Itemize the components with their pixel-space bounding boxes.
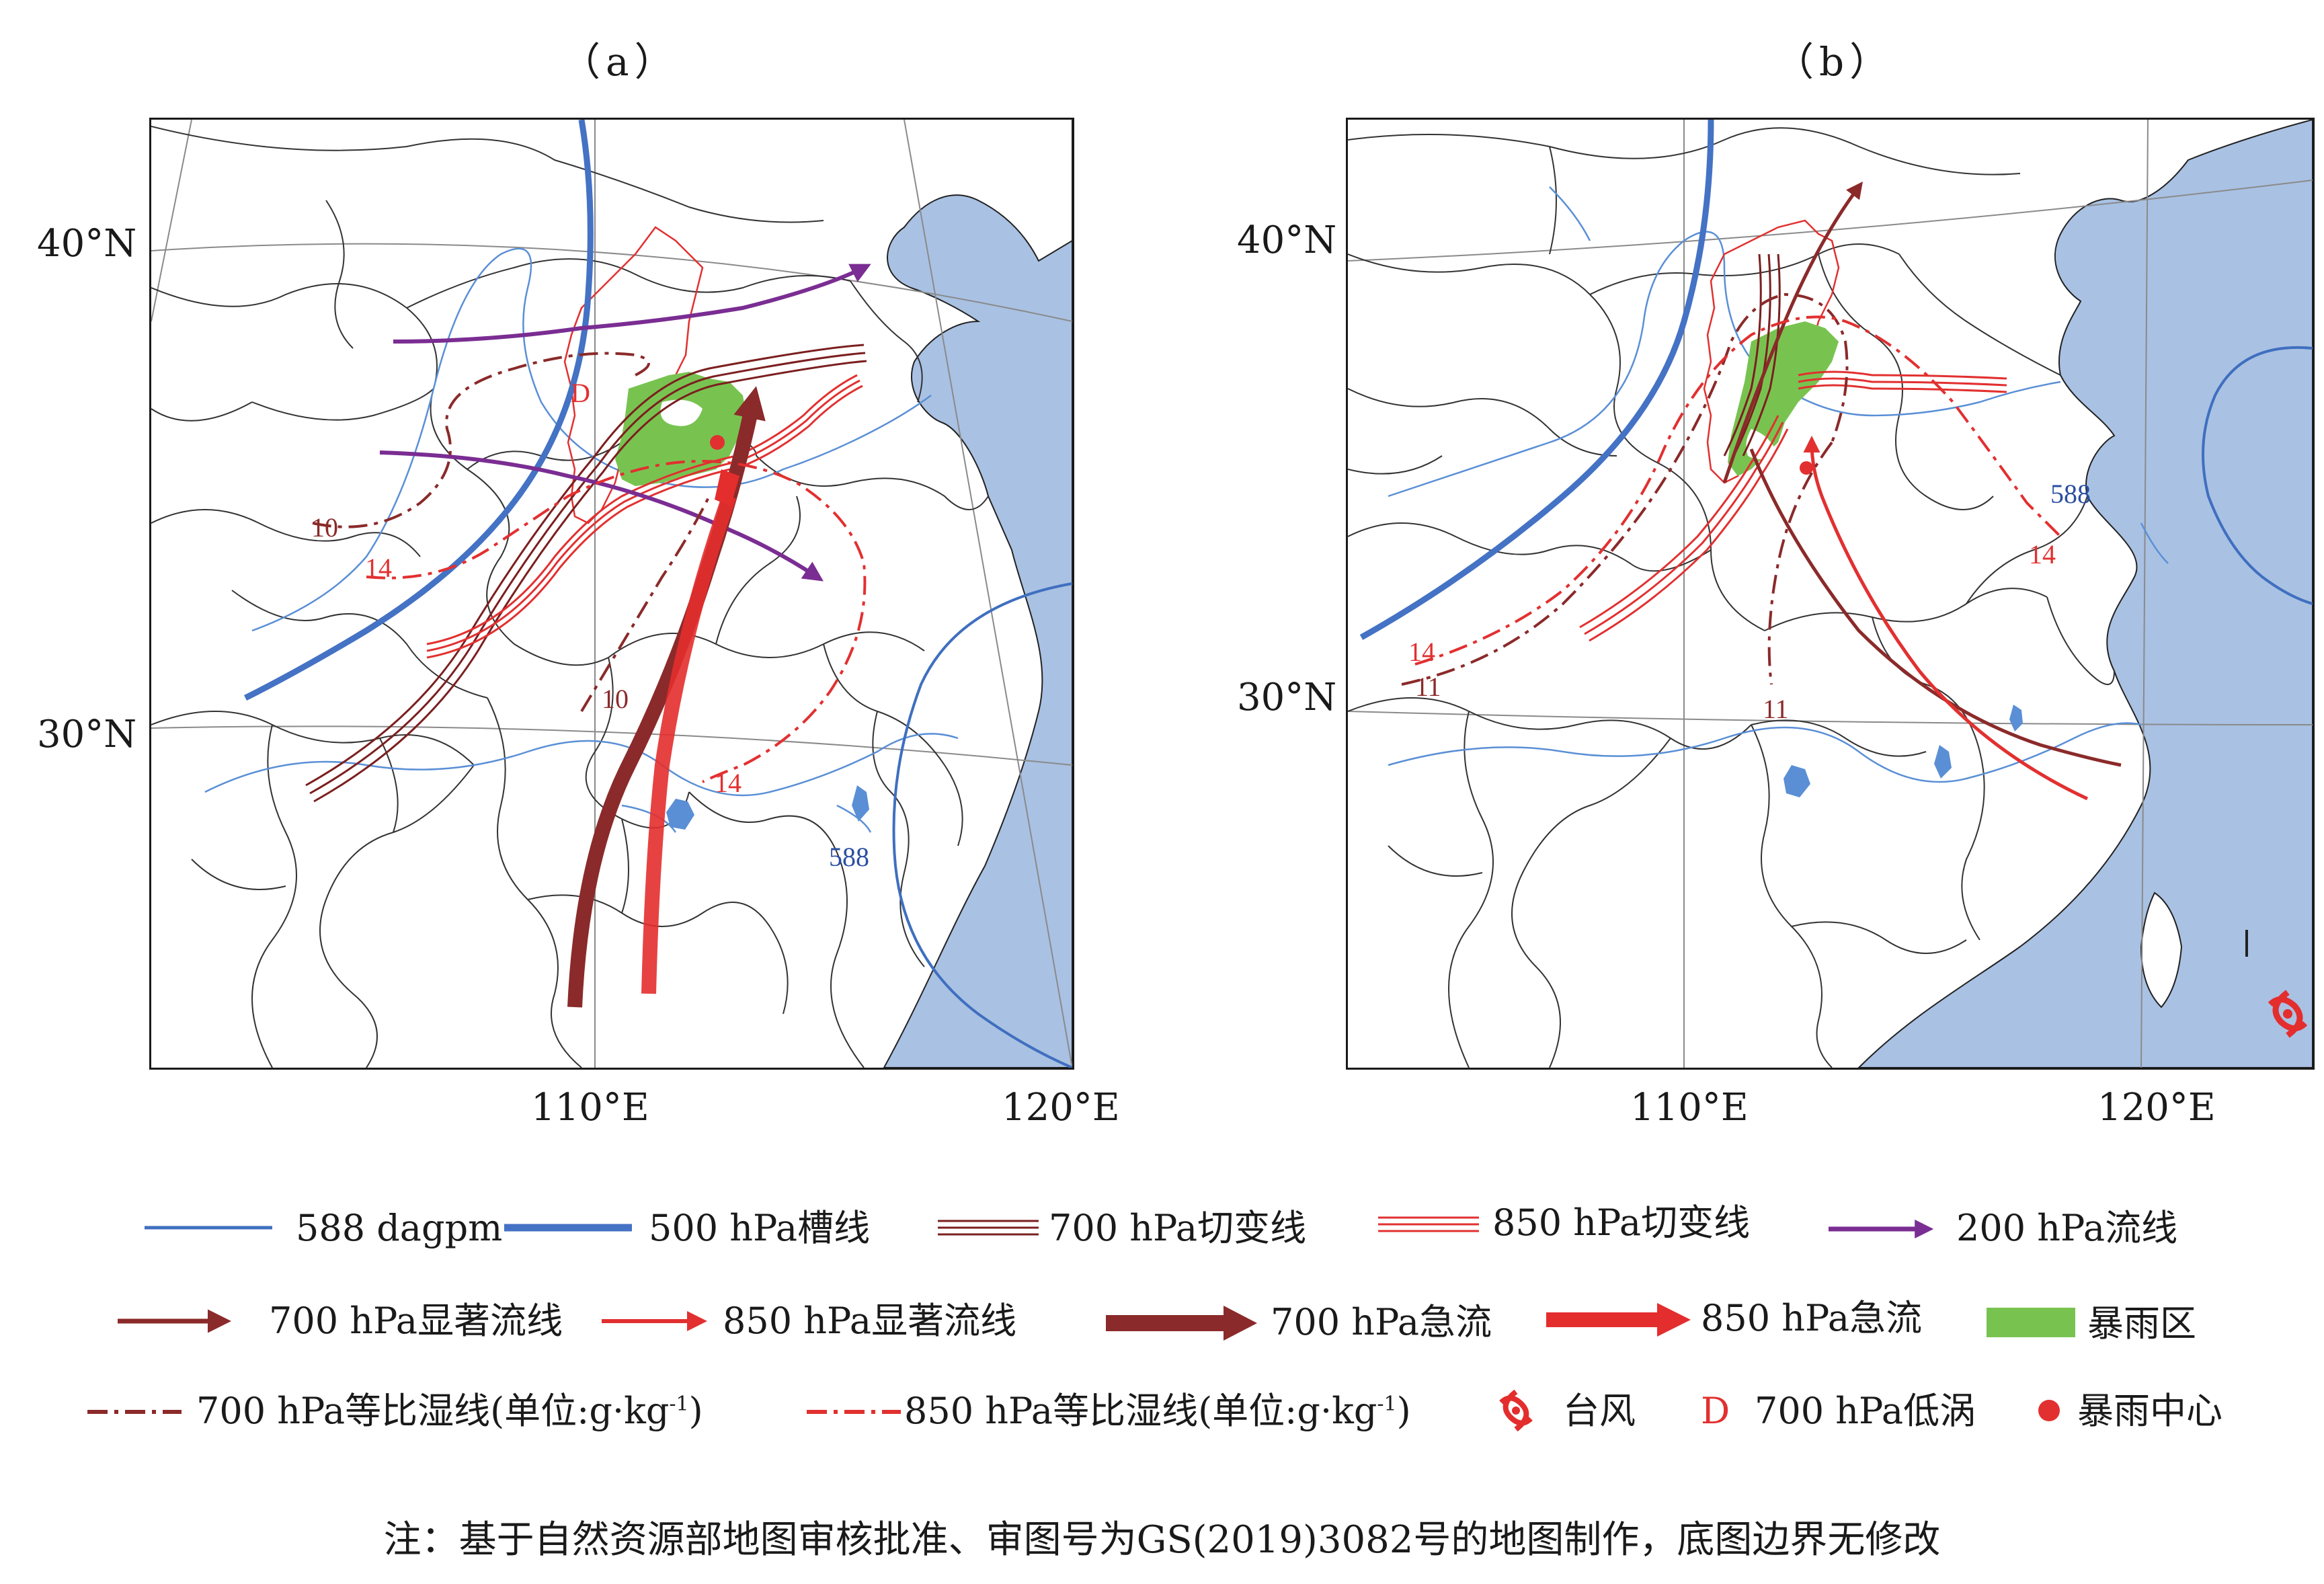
legend-swatch-rain [1987, 1308, 2075, 1337]
sig700-south-b [1749, 448, 2122, 767]
rain-center-b [1800, 461, 1813, 475]
lat-40-label-a: 40°N [37, 222, 137, 266]
legend-label-jet700: 700 hPa急流 [1271, 1301, 1492, 1343]
legend-label-trough500: 500 hPa槽线 [649, 1207, 871, 1249]
legend-swatch-shear850 [1378, 1216, 1479, 1232]
h588-line-a [892, 582, 1072, 1068]
graticule-b [1348, 120, 2313, 1068]
legend-label-typhoon: 台风 [1563, 1390, 1636, 1432]
legend-label-q700: 700 hPa等比湿线(单位:g·kg-1) [196, 1390, 703, 1432]
legend-label-jet850: 850 hPa急流 [1701, 1297, 1923, 1339]
legend-label-shear700: 700 hPa切变线 [1049, 1207, 1307, 1249]
lon-120-label-a: 120°E [1002, 1086, 1120, 1130]
legend-symbols [87, 1216, 2075, 1432]
lon-120-label-b: 120°E [2097, 1086, 2216, 1130]
legend-label-rain: 暴雨区 [2087, 1302, 2196, 1345]
lakes-a [666, 785, 869, 830]
h588-label-b: 588 [2050, 479, 2091, 509]
q850-label-14-south-a: 14 [715, 768, 742, 798]
q700-south-a [580, 496, 711, 713]
legend-label-h588: 588 dagpm [296, 1207, 503, 1249]
jet850-a-head [715, 469, 739, 506]
rain-area-a-hole [660, 399, 703, 426]
rain-area-a [615, 372, 746, 486]
q700-b [1401, 292, 1849, 686]
jet850-a [641, 493, 737, 994]
trough500-a [243, 120, 594, 701]
legend-label-low700: 700 hPa低涡 [1755, 1390, 1976, 1432]
lon-110-label-b: 110°E [1630, 1086, 1749, 1130]
map-panel-a: D 10 14 10 14 588 [149, 118, 1074, 1070]
legend: 588 dagpm 500 hPa槽线 700 hPa切变线 850 hPa切变… [0, 1156, 2324, 1466]
lat-30-label-a: 30°N [37, 713, 137, 756]
h588-label-a: 588 [829, 842, 869, 872]
shear850-b [1579, 370, 2007, 642]
lat-40-label-b: 40°N [1237, 219, 1337, 262]
legend-label-center: 暴雨中心 [2077, 1390, 2222, 1432]
legend-label-sig850: 850 hPa显著流线 [723, 1300, 1017, 1342]
q850-label-14-east-b: 14 [2029, 539, 2056, 569]
sea-b [1857, 120, 2313, 1068]
sea-a [883, 120, 1072, 1068]
q700-west-a [312, 352, 650, 528]
legend-label-stream200: 200 hPa流线 [1956, 1207, 2178, 1249]
legend-label-sig700: 700 hPa显著流线 [269, 1300, 563, 1342]
legend-swatch-jet700 [1106, 1306, 1257, 1341]
legend-symbol-low700: D [1701, 1390, 1730, 1432]
map-b-svg: 588 14 14 11 11 [1348, 120, 2313, 1068]
province-boundaries-a [151, 126, 989, 1068]
map-a-svg: D 10 14 10 14 588 [151, 120, 1072, 1068]
q700-label-10-south-a: 10 [602, 684, 629, 714]
low-d-symbol-a: D [571, 378, 590, 408]
legend-swatch-typhoon [1499, 1389, 1533, 1432]
legend-swatch-shear700 [938, 1220, 1039, 1236]
lon-110-label-a: 110°E [531, 1086, 649, 1130]
sig850-b [1803, 436, 2089, 801]
rain-center-a [710, 435, 725, 450]
stream200-south-a [379, 450, 824, 582]
legend-label-shear850: 850 hPa切变线 [1492, 1201, 1751, 1244]
legend-swatch-jet850 [1546, 1303, 1691, 1337]
panel-a-title: （a） [561, 39, 679, 85]
q850-label-14-west-b: 14 [1408, 637, 1435, 667]
q850-label-14-west-a: 14 [365, 553, 392, 583]
trough500-b [1359, 120, 1714, 640]
stream200-north-a [393, 264, 871, 344]
q700-south-b [1767, 441, 1833, 685]
lat-30-label-b: 30°N [1237, 676, 1337, 719]
map-panel-b: 588 14 14 11 11 [1346, 118, 2315, 1070]
shear850-a [426, 374, 863, 659]
h588-line-b [2202, 346, 2313, 605]
legend-swatch-center [2038, 1400, 2060, 1421]
lakes-b [1784, 705, 2023, 797]
panel-b-title: （b） [1775, 39, 1894, 85]
map-note: 注：基于自然资源部地图审核批准、审图号为GS(2019)3082号的地图制作，底… [383, 1518, 1941, 1562]
q850-b [1414, 315, 2062, 666]
q850-a [366, 460, 867, 783]
province-boundaries-b [1348, 127, 2115, 1068]
typhoon-symbol-b [2268, 990, 2308, 1038]
q700-label-10-west-a: 10 [311, 512, 338, 543]
scale-tick-b [2245, 930, 2248, 957]
taiwan-b [2140, 892, 2183, 1008]
q700-label-11-west-b: 11 [1415, 672, 1441, 702]
q700-label-11-south-b: 11 [1763, 694, 1789, 724]
legend-label-q850: 850 hPa等比湿线(单位:g·kg-1) [904, 1390, 1411, 1432]
